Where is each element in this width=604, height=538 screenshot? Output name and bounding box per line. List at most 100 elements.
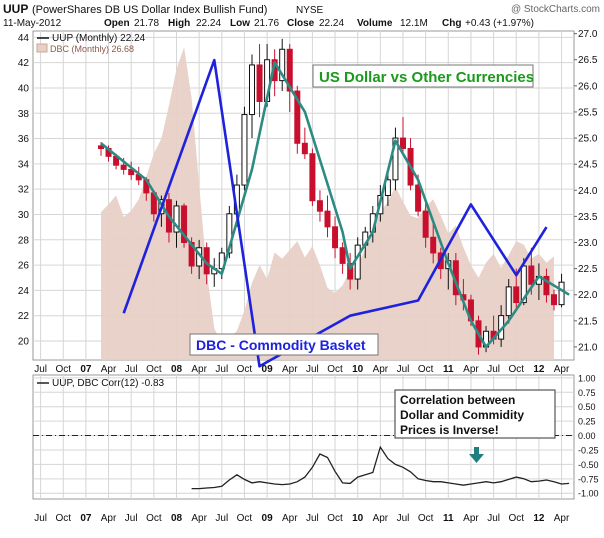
candle-body <box>256 64 263 102</box>
high-value: 22.24 <box>196 18 221 29</box>
candle-body <box>543 275 550 296</box>
candle-body <box>332 226 339 249</box>
right-axis-tick-label: 27.0 <box>578 29 598 40</box>
corr-x-tick-label: Jul <box>34 513 47 524</box>
chg-value: +0.43 (+1.97%) <box>465 18 534 29</box>
right-axis-tick-label: 25.5 <box>578 107 598 118</box>
dbc-title-box: DBC - Commodity Basket <box>189 333 379 356</box>
price-x-tick-label: Jul <box>215 364 228 375</box>
price-x-tick-label: Apr <box>373 364 389 375</box>
candle-body <box>505 286 512 317</box>
corr-x-tick-label: Apr <box>282 513 298 524</box>
dbc-area-shape <box>101 47 554 361</box>
candle-body <box>520 265 527 304</box>
corr-x-tick-label: Jul <box>487 513 500 524</box>
corr-axis-tick-label: -1.00 <box>578 489 599 499</box>
corr-legend: UUP, DBC Corr(12) -0.83 <box>37 378 165 389</box>
candle-body <box>309 153 316 202</box>
corr-note-line-2: Dollar and Commidity <box>400 408 524 422</box>
right-axis: 21.0 21.5 22.0 22.5 23.0 23.5 24.0 24.5 25.0 25.5… <box>574 29 598 353</box>
corr-axis-tick-label: -0.75 <box>578 474 599 484</box>
candle-body <box>181 205 188 243</box>
corr-x-tick-label: Apr <box>373 513 389 524</box>
right-axis-tick-label: 24.0 <box>578 186 598 197</box>
corr-x-tick-label: 08 <box>171 513 183 524</box>
price-x-tick-label: Oct <box>146 364 162 375</box>
exchange-label: NYSE <box>296 5 324 16</box>
candle-body <box>384 179 391 196</box>
candle-body <box>286 48 293 92</box>
price-x-tick-label: Oct <box>508 364 524 375</box>
low-value: 21.76 <box>254 18 279 29</box>
candle-body <box>226 213 233 254</box>
uup-trend-polyline <box>100 60 570 349</box>
corr-panel-frame <box>32 374 575 500</box>
usd-title-text: US Dollar vs Other Currencies <box>319 69 534 86</box>
price-x-tick-label: Jul <box>487 364 500 375</box>
left-axis-tick-label: 24 <box>18 286 30 297</box>
price-x-tick-label: Apr <box>463 364 479 375</box>
down-arrow-shaft <box>474 447 479 454</box>
price-x-tick-label: 08 <box>171 364 183 375</box>
price-x-tick-label: 12 <box>533 364 545 375</box>
candle-body <box>120 164 127 170</box>
price-x-tick-label: Apr <box>101 364 117 375</box>
price-x-tick-label: Apr <box>554 364 570 375</box>
candle-body <box>249 64 255 116</box>
candle-body <box>392 137 399 181</box>
price-x-tick-label: Oct <box>327 364 343 375</box>
chg-label: Chg <box>442 18 461 29</box>
corr-x-tick-label: Oct <box>508 513 524 524</box>
price-x-tick-label: 07 <box>80 364 92 375</box>
corr-axis-tick-label: 0.00 <box>578 431 596 441</box>
usd-title-frame <box>312 64 534 88</box>
price-x-tick-label: Apr <box>282 364 298 375</box>
candle-body <box>301 142 308 155</box>
candle-body <box>316 200 323 212</box>
candle-body <box>128 168 135 176</box>
price-x-tick-label: 09 <box>262 364 274 375</box>
right-axis-tick-label: 22.5 <box>578 264 598 275</box>
left-axis-tick-label: 44 <box>18 33 30 44</box>
open-value: 21.78 <box>134 18 159 29</box>
fund-name-label: (PowerShares DB US Dollar Index Bullish … <box>32 4 267 16</box>
candle-body <box>551 294 557 306</box>
corr-right-axis: 1.00 0.75 0.50 0.25 0.00 -0.25 -0.50 -0.75 -1.00 <box>578 373 599 498</box>
corr-x-tick-label: Jul <box>125 513 138 524</box>
uup-legend-label: UUP (Monthly) 22.24 <box>52 33 146 44</box>
candle-body <box>279 48 286 82</box>
corr-axis-tick-label: 0.75 <box>578 388 596 398</box>
right-axis-tick-label: 21.5 <box>578 316 598 327</box>
candle-body <box>173 205 180 233</box>
corr-axis-tick-label: -0.25 <box>578 445 599 455</box>
corr-axis-tick-label: 1.00 <box>578 373 596 383</box>
left-axis-tick-label: 22 <box>18 311 30 322</box>
right-axis-tick-label: 24.5 <box>578 160 598 171</box>
candle-body <box>339 247 346 264</box>
corr-x-tick-label: Apr <box>463 513 479 524</box>
price-x-tick-label: Oct <box>237 364 253 375</box>
corr-axis-tick-label: 0.50 <box>578 402 596 412</box>
right-axis-tick-label: 25.0 <box>578 134 598 145</box>
price-x-tick-label: Oct <box>418 364 434 375</box>
left-axis-tick-label: 20 <box>18 337 30 348</box>
dbc-legend-swatch <box>36 43 48 53</box>
brand-label: @ StockCharts.com <box>511 4 600 15</box>
corr-note-line-3: Prices is Inverse! <box>400 423 499 437</box>
candle-body <box>188 242 195 267</box>
corr-axis-tick-label: -0.50 <box>578 460 599 470</box>
corr-note-box: Correlation between Dollar and Commidity… <box>394 389 556 439</box>
corr-x-tick-label: Oct <box>55 513 71 524</box>
corr-x-tick-label: Jul <box>397 513 410 524</box>
low-label: Low <box>230 18 250 29</box>
price-x-tick-label: Oct <box>55 364 71 375</box>
corr-x-axis: Jul Oct 07 Apr Jul Oct 08 Apr Jul Oct 09 Apr Jul Oct 1… <box>34 513 570 524</box>
right-axis-tick-label: 23.5 <box>578 212 598 223</box>
candle-body <box>324 210 331 228</box>
volume-value: 12.1M <box>400 18 428 29</box>
corr-note-line-1: Correlation between <box>400 393 515 407</box>
corr-x-tick-label: 09 <box>262 513 274 524</box>
candle-body <box>241 114 248 186</box>
candle-body <box>400 137 406 150</box>
